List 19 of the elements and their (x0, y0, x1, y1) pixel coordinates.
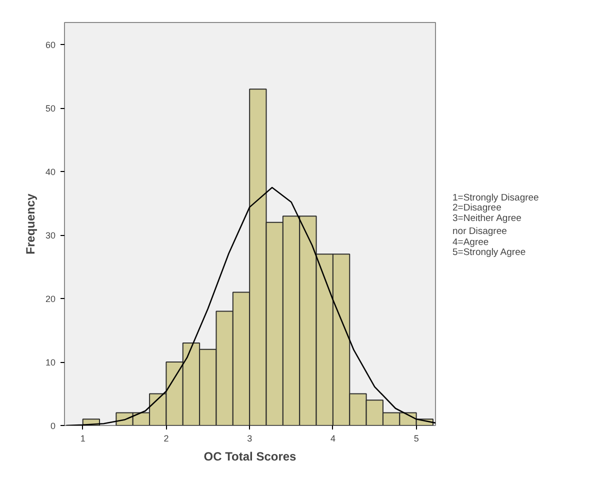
x-tick-label: 3 (247, 434, 252, 444)
text: 5=Strongly Agree (452, 247, 526, 258)
x-tick-label: 2 (164, 434, 169, 444)
text: 2=Disagree (452, 202, 502, 214)
y-tick-label: 60 (45, 40, 56, 50)
x-axis-title: OC Total Scores (204, 450, 297, 464)
y-tick-label: 50 (45, 104, 56, 114)
text: 4=Agree (452, 236, 489, 248)
y-axis-title: Frequency (23, 193, 38, 254)
text: 3=Neither Agree nor Disagree (452, 212, 522, 238)
y-tick-label: 10 (45, 358, 56, 368)
y-tick-label: 20 (45, 294, 56, 304)
x-tick-label: 4 (330, 434, 336, 444)
y-tick-label: 40 (45, 167, 56, 178)
y-tick-label: 30 (45, 230, 56, 241)
x-tick-label: 1 (80, 434, 86, 444)
y-tick-label: 0 (50, 421, 56, 431)
text: 1=Strongly Disagree (452, 192, 539, 204)
x-tick-label: 5 (414, 434, 419, 444)
